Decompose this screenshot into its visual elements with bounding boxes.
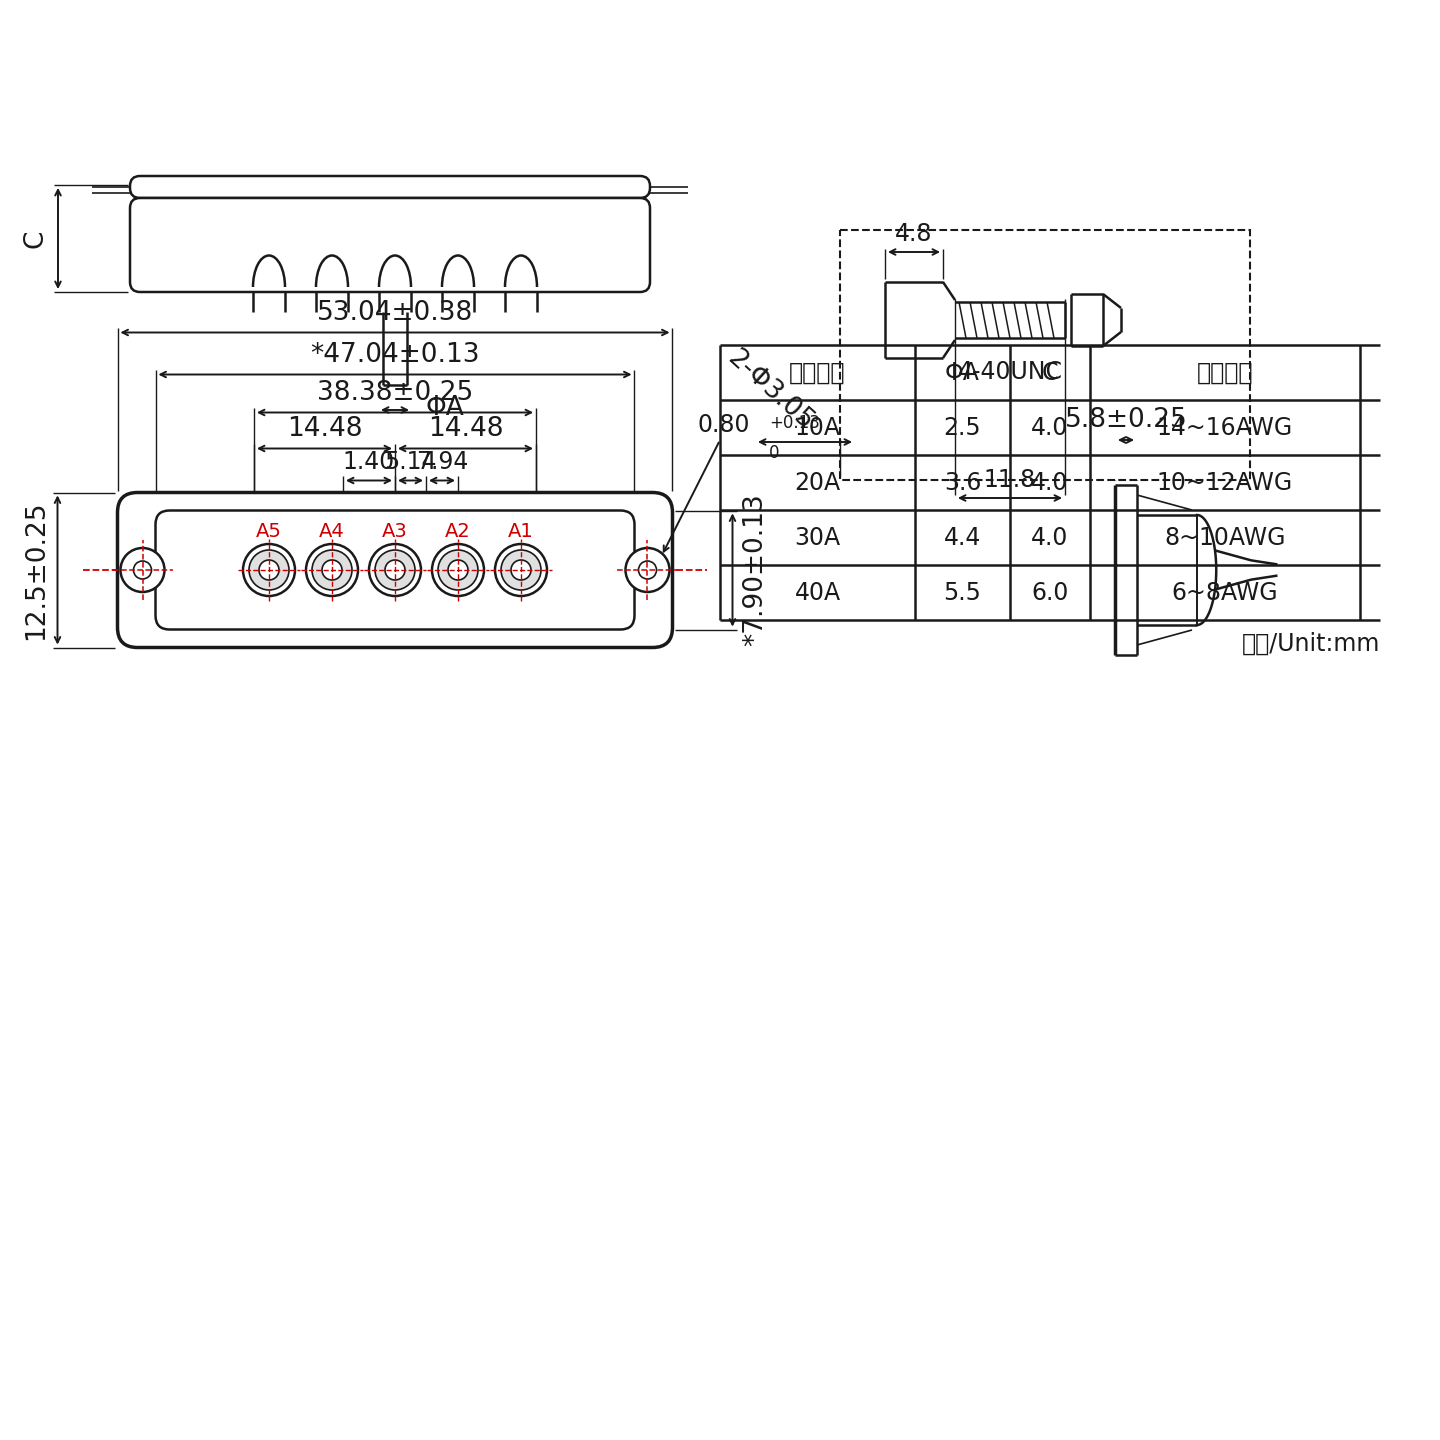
Circle shape <box>501 550 541 590</box>
Text: *47.04±0.13: *47.04±0.13 <box>310 341 480 367</box>
Circle shape <box>134 562 151 579</box>
Text: 5.8±0.25: 5.8±0.25 <box>1064 408 1188 433</box>
Text: 40A: 40A <box>795 580 841 605</box>
Text: 7.94: 7.94 <box>416 449 468 474</box>
Circle shape <box>374 550 415 590</box>
Text: 4.0: 4.0 <box>1031 416 1068 439</box>
Text: 14~16AWG: 14~16AWG <box>1156 416 1293 439</box>
Circle shape <box>511 560 531 580</box>
Text: 53.04±0.38: 53.04±0.38 <box>317 300 474 325</box>
Text: ΦA: ΦA <box>945 360 981 384</box>
Circle shape <box>384 560 405 580</box>
FancyBboxPatch shape <box>156 511 635 629</box>
Circle shape <box>249 550 289 590</box>
Circle shape <box>369 544 420 596</box>
Text: 38.38±0.25: 38.38±0.25 <box>317 380 474 406</box>
Text: 11.8: 11.8 <box>984 468 1037 492</box>
Text: 4.4: 4.4 <box>943 526 981 550</box>
Text: C: C <box>1041 360 1058 384</box>
Text: Lighton: Lighton <box>239 520 552 600</box>
Circle shape <box>438 550 478 590</box>
Circle shape <box>495 544 547 596</box>
Circle shape <box>307 544 359 596</box>
Circle shape <box>638 562 657 579</box>
Text: 8~10AWG: 8~10AWG <box>1165 526 1286 550</box>
Text: +0.13: +0.13 <box>769 415 819 432</box>
Circle shape <box>448 560 468 580</box>
Text: 额定电流: 额定电流 <box>789 360 845 384</box>
Text: 5.5: 5.5 <box>943 580 982 605</box>
FancyBboxPatch shape <box>130 176 649 199</box>
Text: 单位/Unit:mm: 单位/Unit:mm <box>1241 632 1380 657</box>
Circle shape <box>625 549 670 592</box>
Text: 2-Φ3.05: 2-Φ3.05 <box>721 346 818 435</box>
Circle shape <box>259 560 279 580</box>
Text: 6~8AWG: 6~8AWG <box>1172 580 1279 605</box>
FancyBboxPatch shape <box>118 492 672 648</box>
Text: Lighton: Lighton <box>239 192 540 269</box>
Circle shape <box>121 549 164 592</box>
Text: 1.40: 1.40 <box>343 449 395 474</box>
Circle shape <box>312 550 351 590</box>
Text: 2.5: 2.5 <box>943 416 981 439</box>
Text: A3: A3 <box>382 523 408 541</box>
Text: 10A: 10A <box>795 416 841 439</box>
Circle shape <box>323 560 343 580</box>
Text: 4.8: 4.8 <box>896 222 933 246</box>
Text: 3.6: 3.6 <box>943 471 981 494</box>
Text: 4.0: 4.0 <box>1031 526 1068 550</box>
Text: 线材规格: 线材规格 <box>1197 360 1253 384</box>
Text: 4.0: 4.0 <box>1031 471 1068 494</box>
Text: 10~12AWG: 10~12AWG <box>1156 471 1293 494</box>
Text: ΦA: ΦA <box>425 395 464 420</box>
Text: *7.90±0.13: *7.90±0.13 <box>743 494 769 647</box>
Text: 20A: 20A <box>795 471 841 494</box>
Text: 12.5±0.25: 12.5±0.25 <box>23 500 49 639</box>
Text: 30A: 30A <box>795 526 841 550</box>
Circle shape <box>432 544 484 596</box>
Text: A2: A2 <box>445 523 471 541</box>
FancyBboxPatch shape <box>130 199 649 292</box>
Text: 14.48: 14.48 <box>428 416 503 442</box>
Bar <box>840 230 1250 480</box>
Text: C: C <box>22 229 48 248</box>
Text: 0: 0 <box>769 444 779 462</box>
Text: 0.80: 0.80 <box>697 413 750 436</box>
Text: 4-40UNC: 4-40UNC <box>958 360 1063 384</box>
Text: A4: A4 <box>320 523 344 541</box>
Text: 5.14: 5.14 <box>384 449 436 474</box>
Text: 14.48: 14.48 <box>287 416 363 442</box>
Text: 6.0: 6.0 <box>1031 580 1068 605</box>
Text: A5: A5 <box>256 523 282 541</box>
Text: A1: A1 <box>508 523 534 541</box>
Circle shape <box>243 544 295 596</box>
